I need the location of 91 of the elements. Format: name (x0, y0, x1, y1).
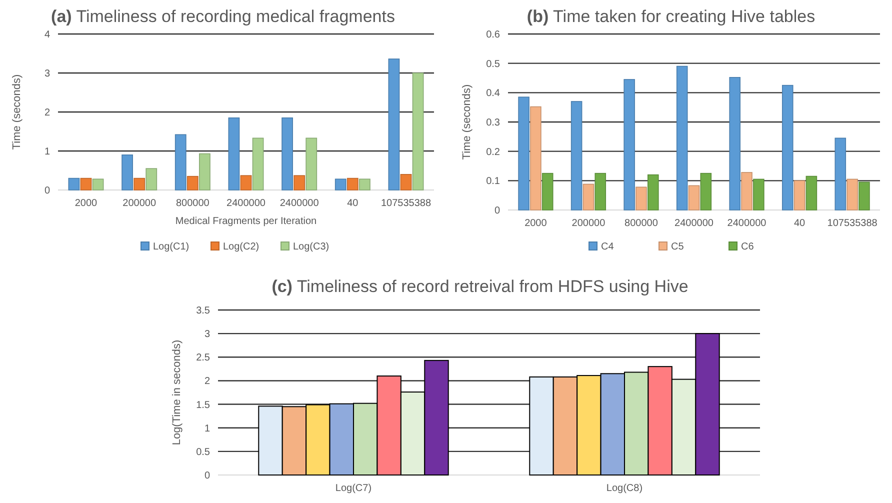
y-tick-label: 1 (44, 146, 50, 158)
bar (346, 178, 358, 190)
bar (834, 138, 846, 210)
legend-label: C6 (741, 242, 754, 252)
bar (334, 178, 346, 190)
bar (228, 117, 240, 190)
y-axis-title: Log(Time in seconds) (171, 340, 183, 446)
bar (676, 66, 688, 210)
bar (294, 175, 306, 190)
x-tick-label: 800000 (176, 198, 210, 209)
bar (782, 84, 794, 210)
bar (700, 172, 712, 210)
y-tick-label: 0.3 (486, 118, 500, 128)
bar (648, 174, 659, 210)
y-tick-label: 0 (44, 186, 50, 196)
bar (174, 134, 186, 190)
bar (518, 96, 530, 210)
bar (359, 178, 370, 190)
bar (80, 178, 92, 190)
bar (252, 138, 264, 190)
y-tick-label: 0.1 (486, 176, 500, 188)
bar (570, 101, 582, 210)
y-tick-label: 0 (204, 470, 210, 482)
x-tick-label: 40 (794, 218, 806, 229)
y-tick-label: 3 (204, 329, 210, 340)
x-tick-label: 2400000 (280, 198, 320, 209)
bar (92, 178, 104, 190)
bar (146, 168, 158, 190)
bar (636, 186, 647, 210)
y-axis-title: Time (seconds) (461, 84, 473, 160)
x-tick-label: 2400000 (226, 198, 266, 209)
bar (542, 172, 554, 210)
y-tick-label: 2 (44, 108, 50, 118)
x-tick-label: 200000 (572, 218, 606, 229)
x-tick-label: 2400000 (727, 218, 767, 229)
x-tick-label: 2000 (74, 198, 98, 209)
legend-label: C5 (671, 242, 684, 252)
x-tick-label: 2400000 (674, 218, 714, 229)
y-tick-label: 0 (494, 206, 500, 216)
bar (282, 117, 293, 190)
bar (688, 185, 700, 210)
x-tick-label: 107535388 (380, 198, 432, 209)
x-tick-label: 40 (347, 198, 359, 209)
y-tick-label: 0.5 (196, 446, 210, 458)
y-tick-label: 2 (204, 376, 210, 388)
legend-label: Log(C2) (223, 242, 260, 252)
x-tick-label: 800000 (624, 218, 658, 229)
bar (729, 77, 740, 210)
x-tick-label: Log(C7) (335, 483, 372, 494)
x-axis-title: Medical Fragments per Iteration (175, 216, 317, 227)
y-tick-label: 3.5 (196, 306, 210, 316)
chart-title: (b) Time taken for creating Hive tables (526, 7, 816, 26)
bar (741, 172, 752, 210)
bar (846, 178, 858, 210)
legend-label: C4 (601, 242, 614, 252)
bar (400, 174, 412, 190)
y-axis-title: Time (seconds) (11, 74, 23, 150)
y-tick-label: 0.6 (486, 30, 500, 40)
legend-label: Log(C3) (293, 242, 330, 252)
y-tick-label: 1 (204, 423, 210, 434)
bar (388, 58, 400, 190)
y-tick-label: 0.4 (486, 88, 500, 100)
bar (582, 184, 594, 210)
bar (858, 182, 870, 210)
bar (530, 106, 542, 210)
bar (122, 154, 133, 190)
y-tick-label: 3 (44, 68, 50, 80)
bar (753, 178, 764, 210)
bar (594, 172, 606, 210)
x-tick-label: Log(C8) (606, 483, 643, 494)
y-tick-label: 1.5 (196, 400, 210, 411)
bar (794, 180, 806, 210)
chart-title: (c) Timeliness of record retreival from HDFS using Hive (272, 277, 688, 296)
chart-title: (a) Timeliness of recording medical fragments (51, 7, 395, 26)
y-tick-label: 0.2 (486, 146, 500, 158)
legend-label: Log(C1) (153, 242, 190, 252)
y-tick-label: 2.5 (196, 352, 210, 364)
bar (134, 178, 146, 190)
y-tick-label: 4 (44, 30, 50, 40)
bar (806, 176, 818, 210)
bar (624, 79, 635, 210)
bar (199, 153, 210, 190)
bar (412, 72, 424, 190)
x-tick-label: 2000 (524, 218, 548, 229)
y-tick-label: 0.5 (486, 58, 500, 70)
x-tick-label: 107535388 (827, 218, 878, 229)
bar (186, 176, 198, 190)
x-tick-label: 200000 (122, 198, 156, 209)
bar (68, 178, 80, 190)
bar (240, 175, 252, 190)
bar (306, 138, 318, 190)
